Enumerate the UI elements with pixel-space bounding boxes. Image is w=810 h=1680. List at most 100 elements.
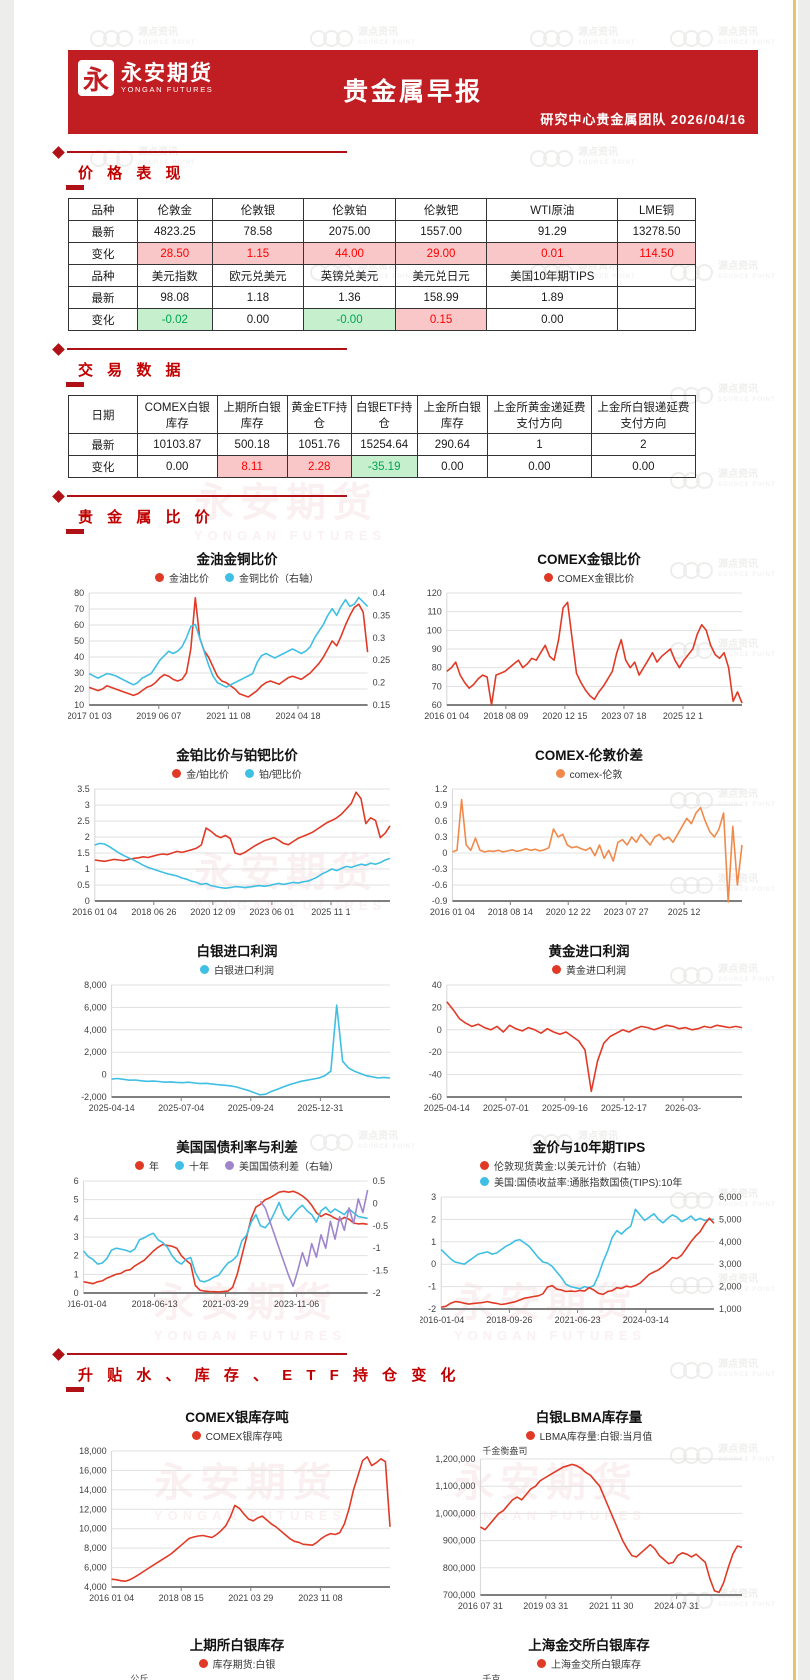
table-cell: 白银ETF持仓 <box>350 395 418 434</box>
svg-text:120: 120 <box>427 588 442 598</box>
table-cell: 91.29 <box>486 220 619 243</box>
table-cell: LME铜 <box>617 198 696 221</box>
svg-text:2025-04-14: 2025-04-14 <box>424 1103 470 1113</box>
table-cell: 1051.76 <box>286 433 352 456</box>
legend-marker-icon <box>135 1161 144 1170</box>
legend-item: 白银进口利润 <box>200 962 274 977</box>
svg-text:-60: -60 <box>429 1092 442 1102</box>
svg-text:千金衡盎司: 千金衡盎司 <box>482 1445 527 1456</box>
svg-text:40: 40 <box>432 980 442 990</box>
report-title: 贵金属早报 <box>342 78 483 106</box>
chart-title: 金铂比价与铂钯比价 <box>176 748 298 763</box>
svg-text:1,000: 1,000 <box>719 1304 742 1314</box>
table-row: 品种 美元指数 欧元兑美元 英镑兑美元 美元兑日元 美国10年期TIPS <box>68 264 696 287</box>
chart-title: 金油金铜比价 <box>196 552 278 567</box>
svg-text:100: 100 <box>427 625 442 635</box>
svg-text:4,000: 4,000 <box>84 1582 107 1592</box>
svg-text:2021-03-29: 2021-03-29 <box>203 1299 249 1309</box>
svg-text:2025-09-16: 2025-09-16 <box>542 1103 588 1113</box>
svg-text:0: 0 <box>74 1288 79 1298</box>
table-cell: 最新 <box>68 286 138 309</box>
table-cell <box>617 308 696 331</box>
table-cell: 美元兑日元 <box>394 264 488 287</box>
table-row: 日期 COMEX白银库存 上期所白银库存 黄金ETF持仓 白银ETF持仓 上金所白银库存上… <box>68 395 696 434</box>
table-cell: COMEX白银库存 <box>136 395 218 434</box>
svg-text:20: 20 <box>74 684 84 694</box>
table-cell: 美国10年期TIPS <box>486 264 619 287</box>
chart-legend: 金/铂比价 铂/钯比价 <box>68 766 406 781</box>
table-cell: 13278.50 <box>617 220 696 243</box>
table-cell: 0.00 <box>136 455 218 478</box>
legend-item: comex-伦敦 <box>555 766 622 781</box>
table-row: 最新 98.08 1.18 1.36 158.99 1.89 <box>68 286 696 309</box>
svg-text:2018-09-26: 2018-09-26 <box>486 1315 532 1325</box>
legend-marker-icon <box>175 1161 184 1170</box>
legend-marker-icon <box>552 965 561 974</box>
legend-label: 白银进口利润 <box>214 966 274 977</box>
svg-text:2,000: 2,000 <box>84 1047 107 1057</box>
svg-text:0.9: 0.9 <box>435 800 448 810</box>
svg-text:2025-07-04: 2025-07-04 <box>158 1103 204 1113</box>
svg-text:2016 01 04: 2016 01 04 <box>89 1593 134 1603</box>
chart-title: 白银进口利润 <box>196 944 278 959</box>
legend-item: 金铜比价（右轴） <box>225 570 319 585</box>
chart-legend: 黄金进口利润 <box>420 962 758 977</box>
chart-plot: -60 -40 -20 0 20 40 2025-04-14 2025-07-01 2025-0… <box>424 980 743 1113</box>
svg-text:10: 10 <box>74 700 84 710</box>
legend-item: 金油比价 <box>155 570 209 585</box>
svg-text:2018-06-13: 2018-06-13 <box>132 1299 178 1309</box>
brand-logo-icon: 永 <box>78 60 114 96</box>
svg-text:16,000: 16,000 <box>79 1465 107 1475</box>
svg-text:-0.5: -0.5 <box>373 1221 389 1231</box>
legend-marker-icon <box>537 1659 546 1668</box>
svg-text:-0.3: -0.3 <box>432 864 448 874</box>
table-cell: -0.02 <box>136 308 213 331</box>
report-banner: 永 永安期货 YONGAN FUTURES 贵金属早报 研究中心贵金属团队 20… <box>68 50 758 134</box>
chart-plot: -0.9 -0.6 -0.3 0 0.3 0.6 0.9 1.2 2016 01 04 2018 … <box>430 784 743 917</box>
chart-title: 黄金进口利润 <box>548 944 630 959</box>
svg-text:0.15: 0.15 <box>373 700 391 710</box>
legend-marker-icon <box>480 1177 489 1186</box>
svg-text:2023 11 08: 2023 11 08 <box>298 1593 342 1603</box>
svg-text:1: 1 <box>85 864 90 874</box>
svg-text:1: 1 <box>431 1237 436 1247</box>
svg-text:14,000: 14,000 <box>79 1485 107 1495</box>
table-cell: 500.18 <box>216 433 288 456</box>
legend-marker-icon <box>555 769 565 778</box>
table-cell: 114.50 <box>617 242 696 265</box>
legend-label: COMEX银库存吨 <box>205 1432 283 1443</box>
svg-text:70: 70 <box>432 681 442 691</box>
table-cell: 品种 <box>68 264 138 287</box>
report-subtitle: 研究中心贵金属团队 2026/04/16 <box>540 112 746 127</box>
table-row: 最新 10103.87 500.18 1051.76 15254.64 290.64 1 2 <box>68 433 696 456</box>
chart-上海金交所白银库存: 上海金交所白银库存上海金交所白银库存01,000,0002,000,0003,0… <box>420 1628 758 1680</box>
legend-item: 金/铂比价 <box>172 766 229 781</box>
svg-text:6: 6 <box>74 1176 79 1186</box>
svg-text:2025-12-31: 2025-12-31 <box>297 1103 343 1113</box>
table-cell: 15254.64 <box>350 433 418 456</box>
svg-text:10,000: 10,000 <box>79 1524 107 1534</box>
table-cell: 0.00 <box>211 308 305 331</box>
legend-marker-icon <box>225 573 234 582</box>
svg-text:8,000: 8,000 <box>84 980 107 990</box>
legend-label: 金铜比价（右轴） <box>239 574 319 585</box>
chart-legend: COMEX银库存吨 <box>68 1428 406 1443</box>
chart-plot: 700,000 800,000 900,000 1,000,000 1,100,000 1… <box>435 1445 743 1611</box>
chart-legend: comex-伦敦 <box>420 766 758 781</box>
svg-text:18,000: 18,000 <box>79 1446 107 1456</box>
legend-label: COMEX金银比价 <box>557 574 635 585</box>
svg-text:3,000: 3,000 <box>719 1259 742 1269</box>
table-cell: 44.00 <box>303 242 396 265</box>
svg-text:2024 07 31: 2024 07 31 <box>654 1601 699 1611</box>
table-cell: 上金所白银递延费支付方向 <box>590 395 696 434</box>
svg-text:700,000: 700,000 <box>443 1590 476 1600</box>
svg-text:2016 07 31: 2016 07 31 <box>458 1601 503 1611</box>
chart-plot: 01,000,0002,000,0003,000,0004,000,0005,0… <box>482 1674 500 1680</box>
svg-text:-0.6: -0.6 <box>432 880 448 890</box>
svg-text:0: 0 <box>102 1070 107 1080</box>
table-cell: -35.19 <box>350 455 418 478</box>
svg-text:-40: -40 <box>429 1070 442 1080</box>
chart-plot: 4,000 6,000 8,000 10,000 12,000 14,000 16,000 1… <box>79 1446 391 1603</box>
section-title-trade: 交 易 数 据 <box>78 362 186 379</box>
svg-text:2019 03 31: 2019 03 31 <box>523 1601 568 1611</box>
